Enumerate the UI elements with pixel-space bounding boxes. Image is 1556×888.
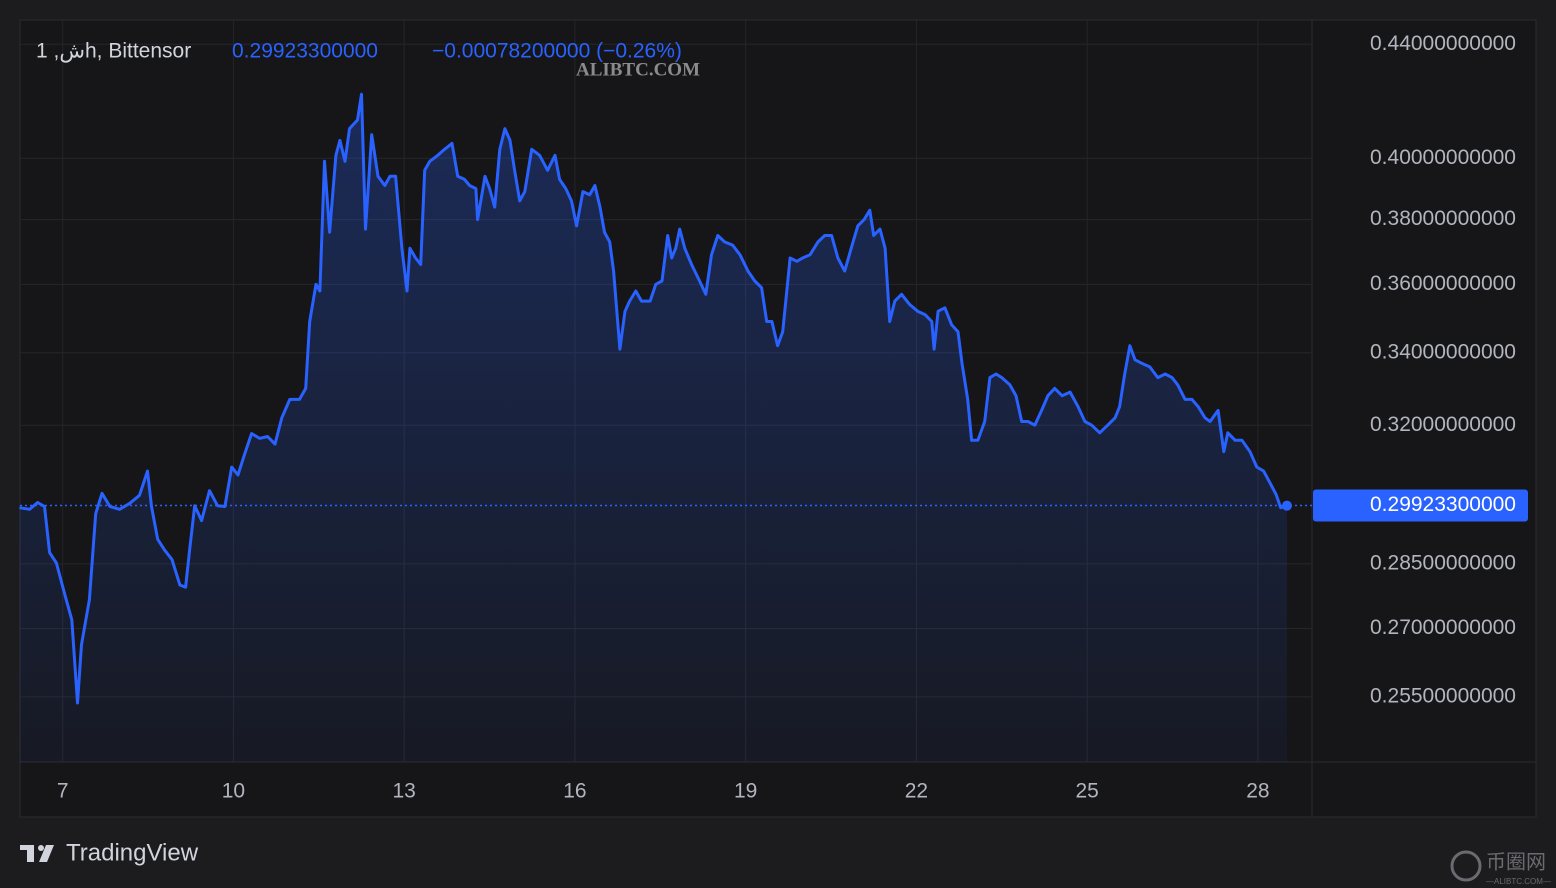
x-tick-label: 22 [905, 780, 928, 803]
brand-logo [20, 845, 54, 862]
x-tick-label: 7 [57, 780, 69, 803]
price-line [19, 92, 1288, 705]
y-tick-label: 0.28500000000 [1370, 551, 1516, 574]
y-tick-label: 0.27000000000 [1370, 616, 1516, 639]
y-tick-label: 0.34000000000 [1370, 340, 1516, 363]
logo-part [27, 845, 34, 862]
logo-part [39, 845, 54, 862]
x-tick-label: 25 [1076, 780, 1099, 803]
corner-sub: —ALIBTC.COM— [1486, 877, 1551, 886]
header-price: 0.29923300000 [232, 40, 378, 63]
y-tick-label: 0.32000000000 [1370, 413, 1516, 436]
y-tick-label: 0.38000000000 [1370, 207, 1516, 230]
x-tick-label: 16 [563, 780, 586, 803]
last-price-badge [1313, 489, 1528, 522]
symbol: 1 ,شh, Bittensor [36, 40, 191, 64]
header-change: −0.00078200000 (−0.26%) [432, 40, 682, 63]
corner-logo [1450, 850, 1482, 882]
last-price-label: 0.29923300000 [1370, 493, 1516, 516]
y-tick-label: 0.40000000000 [1370, 146, 1516, 169]
x-tick-label: 10 [222, 780, 245, 803]
corner-brand: 币圈网 [1486, 850, 1546, 874]
watermark: ALIBTC.COM [576, 59, 700, 80]
x-tick-label: 19 [734, 780, 757, 803]
plot [19, 92, 1312, 762]
x-tick-label: 28 [1246, 780, 1269, 803]
x-tick-label: 13 [393, 780, 416, 803]
y-tick-label: 0.36000000000 [1370, 272, 1516, 295]
y-tick-label: 0.44000000000 [1370, 32, 1516, 55]
logo-part [38, 845, 44, 851]
y-tick-label: 0.25500000000 [1370, 684, 1516, 707]
area [19, 94, 1287, 762]
brand: TradingView [66, 839, 199, 866]
